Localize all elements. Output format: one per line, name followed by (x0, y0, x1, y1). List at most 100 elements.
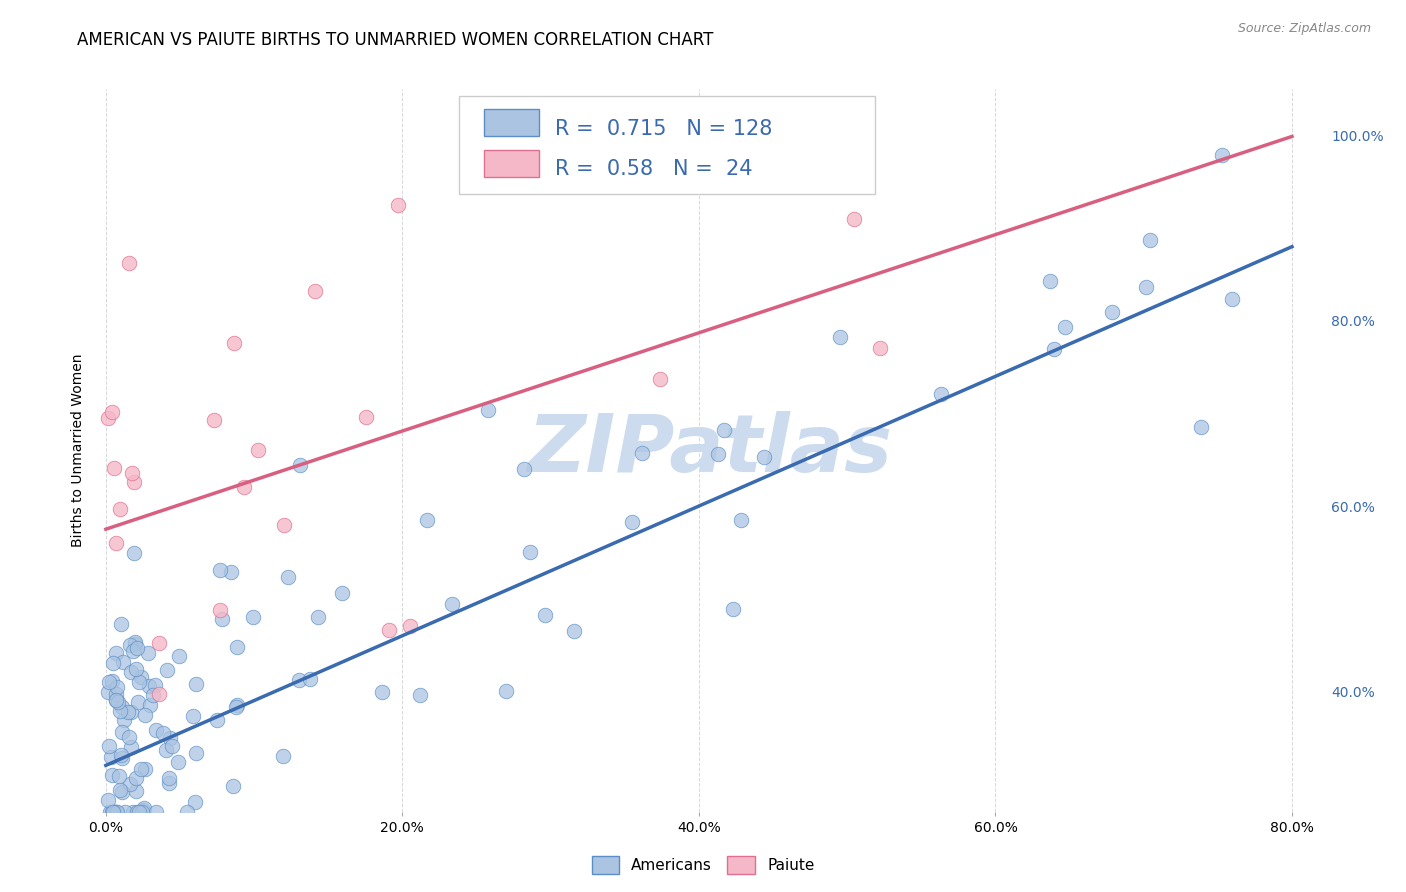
Point (101, 656, 124, 670)
Point (105, 536, 128, 550)
Point (139, 698, 162, 712)
Point (103, 460, 125, 475)
Point (730, 513, 752, 527)
Point (131, 805, 153, 819)
Point (118, 777, 141, 791)
Point (304, 285, 326, 299)
Point (184, 746, 207, 760)
Point (307, 610, 329, 624)
Point (157, 771, 180, 785)
Point (1139, 233, 1161, 247)
Point (232, 480, 254, 494)
Text: R =  0.58   N =  24: R = 0.58 N = 24 (555, 160, 752, 179)
Point (1189, 420, 1212, 434)
Point (219, 565, 242, 579)
Point (122, 475, 145, 489)
Text: R =  0.715   N = 128: R = 0.715 N = 128 (555, 119, 772, 139)
Point (103, 805, 125, 819)
Point (330, 586, 353, 600)
Point (118, 639, 141, 653)
Point (145, 805, 167, 819)
Point (211, 612, 233, 626)
Point (298, 673, 321, 687)
FancyBboxPatch shape (484, 109, 538, 136)
Point (127, 805, 149, 819)
Point (148, 635, 170, 649)
Point (111, 724, 134, 739)
Point (122, 546, 145, 560)
Point (142, 688, 165, 702)
Point (415, 513, 437, 527)
Point (125, 662, 148, 676)
Point (105, 680, 128, 694)
Point (97, 411, 120, 425)
Point (721, 602, 744, 616)
Point (371, 685, 394, 699)
Point (519, 545, 541, 559)
Point (121, 644, 143, 658)
Point (145, 678, 167, 692)
Point (534, 608, 557, 623)
Point (101, 768, 124, 782)
Point (707, 447, 730, 461)
Point (138, 679, 160, 693)
Point (752, 450, 775, 465)
Point (101, 405, 124, 419)
Point (104, 805, 127, 819)
Point (562, 624, 585, 639)
Point (631, 446, 654, 460)
Point (273, 518, 295, 533)
Point (100, 750, 122, 764)
Point (247, 443, 270, 458)
Point (159, 731, 181, 745)
Y-axis label: Births to Unmarried Women: Births to Unmarried Women (70, 354, 84, 547)
Point (110, 617, 132, 632)
Point (409, 688, 432, 702)
Point (271, 749, 294, 764)
Point (1054, 320, 1077, 334)
Point (277, 570, 299, 584)
Point (387, 197, 409, 211)
Point (120, 705, 142, 719)
Point (713, 423, 735, 437)
Point (97, 674, 120, 689)
Point (117, 705, 139, 719)
Point (110, 747, 132, 762)
Point (128, 674, 150, 689)
Point (620, 516, 643, 530)
Point (101, 673, 124, 688)
Point (97, 739, 120, 754)
Text: AMERICAN VS PAIUTE BIRTHS TO UNMARRIED WOMEN CORRELATION CHART: AMERICAN VS PAIUTE BIRTHS TO UNMARRIED W… (77, 31, 714, 49)
Point (134, 762, 156, 776)
Point (104, 693, 127, 707)
Point (134, 707, 156, 722)
Point (118, 730, 141, 744)
Point (136, 646, 159, 660)
FancyBboxPatch shape (460, 96, 875, 194)
Point (124, 637, 146, 651)
Point (152, 726, 174, 740)
Legend: Americans, Paiute: Americans, Paiute (585, 850, 821, 880)
Point (477, 403, 499, 417)
Point (242, 610, 264, 624)
Point (650, 372, 672, 386)
Point (184, 795, 207, 809)
Point (107, 695, 129, 709)
Point (129, 762, 152, 776)
Point (513, 462, 536, 476)
Point (356, 409, 378, 424)
Point (160, 739, 183, 754)
Point (157, 776, 180, 790)
Text: ZIPatlas: ZIPatlas (527, 411, 893, 490)
Point (166, 755, 188, 769)
Point (155, 742, 177, 756)
Point (121, 466, 143, 480)
Point (97, 685, 120, 699)
Point (101, 805, 124, 819)
Point (101, 805, 124, 819)
Point (148, 687, 170, 701)
Point (1135, 279, 1157, 293)
Point (105, 647, 128, 661)
Point (101, 805, 124, 819)
Point (1220, 293, 1243, 307)
